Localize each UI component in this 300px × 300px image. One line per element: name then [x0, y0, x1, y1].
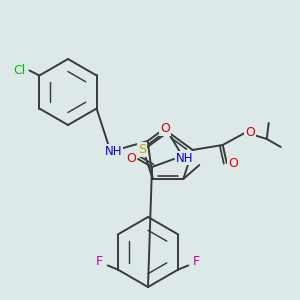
- Text: NH: NH: [105, 145, 122, 158]
- Text: O: O: [160, 122, 170, 134]
- Text: O: O: [126, 152, 136, 164]
- Text: S: S: [138, 143, 146, 157]
- Text: O: O: [228, 158, 238, 170]
- Text: NH: NH: [176, 152, 194, 164]
- Text: F: F: [193, 255, 200, 268]
- Text: Cl: Cl: [13, 64, 26, 77]
- Text: F: F: [96, 255, 103, 268]
- Text: O: O: [245, 127, 255, 140]
